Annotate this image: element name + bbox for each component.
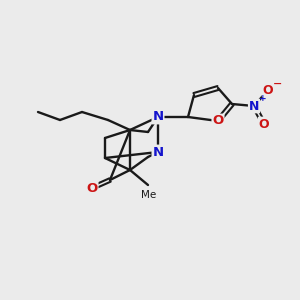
Text: Me: Me — [141, 190, 157, 200]
Text: −: − — [273, 79, 282, 89]
Text: O: O — [86, 182, 98, 194]
Text: O: O — [263, 83, 273, 97]
Text: N: N — [249, 100, 259, 112]
Text: +: + — [259, 94, 267, 103]
Text: N: N — [152, 146, 164, 158]
Text: O: O — [259, 118, 269, 130]
Text: O: O — [212, 115, 224, 128]
Text: N: N — [152, 110, 164, 124]
